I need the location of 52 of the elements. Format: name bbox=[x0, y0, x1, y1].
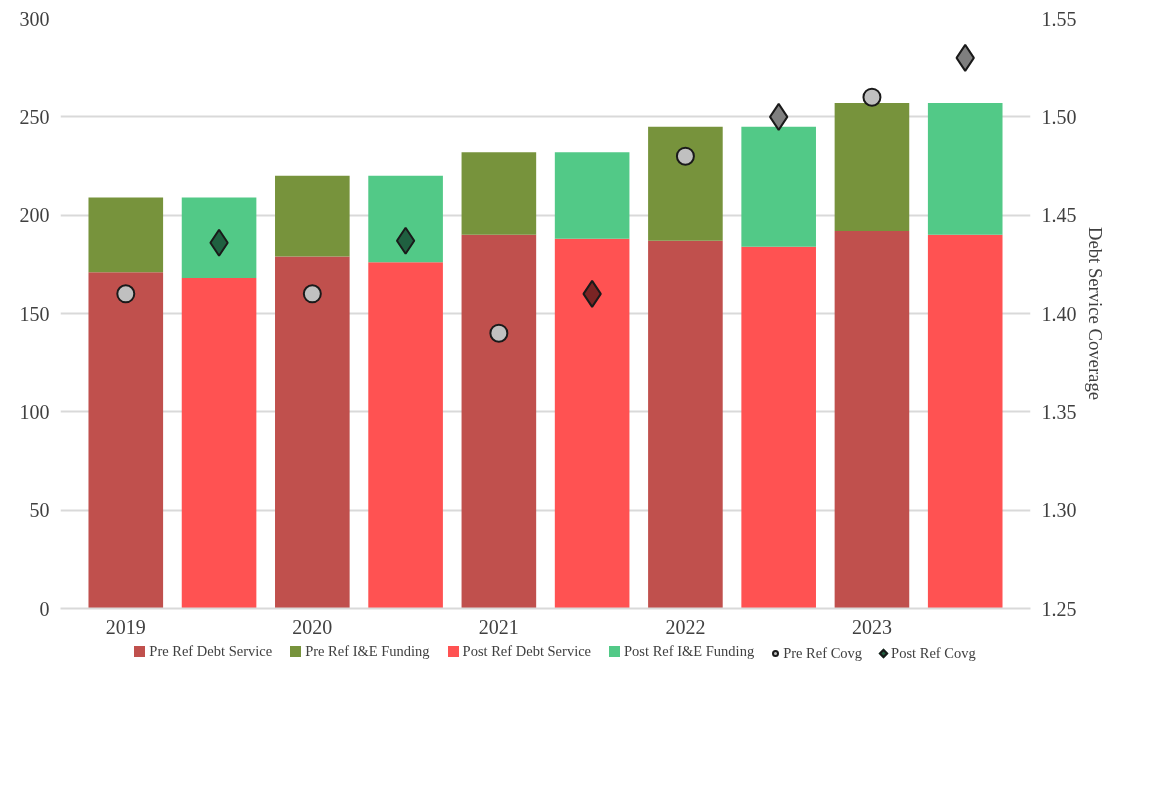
point bbox=[675, 146, 695, 166]
bar bbox=[88, 197, 164, 273]
legend-label: Pre Ref I&E Funding bbox=[304, 642, 430, 661]
bar bbox=[834, 103, 910, 231]
bar bbox=[88, 272, 164, 609]
bar bbox=[554, 238, 630, 609]
point bbox=[302, 284, 322, 304]
legend-label: Post Ref Covg bbox=[890, 644, 976, 663]
bar bbox=[275, 175, 350, 257]
y-tick-label: 250 bbox=[19, 105, 50, 128]
x-tick-label: 2021 bbox=[478, 615, 519, 638]
point bbox=[395, 226, 416, 255]
bar bbox=[554, 152, 630, 239]
y2-tick-label: 1.40 bbox=[1041, 302, 1077, 325]
y-tick-label: 300 bbox=[19, 7, 50, 30]
x-tick-label: 2020 bbox=[292, 615, 333, 638]
y-tick-label: 200 bbox=[19, 204, 50, 227]
x-tick-label: 2023 bbox=[851, 615, 892, 638]
legend-label: Post Ref Debt Service bbox=[461, 642, 592, 661]
point bbox=[862, 87, 882, 107]
y2-tick-label: 1.55 bbox=[1041, 7, 1077, 30]
bar bbox=[834, 230, 910, 609]
y2-tick-label: 1.25 bbox=[1041, 597, 1077, 620]
y2-tick-label: 1.50 bbox=[1041, 105, 1077, 128]
y2-axis-title: Debt Service Coverage bbox=[1084, 226, 1106, 401]
y-tick-label: 0 bbox=[39, 597, 50, 620]
bar bbox=[368, 262, 443, 609]
bar bbox=[181, 197, 257, 279]
y-tick-label: 50 bbox=[29, 499, 50, 522]
x-tick-label: 2022 bbox=[665, 615, 706, 638]
point bbox=[116, 284, 136, 304]
bar bbox=[368, 175, 443, 263]
y2-tick-label: 1.35 bbox=[1041, 400, 1077, 423]
bar bbox=[461, 152, 537, 235]
y-tick-label: 100 bbox=[19, 400, 50, 423]
bar bbox=[741, 246, 816, 609]
bar bbox=[275, 256, 350, 609]
bar bbox=[927, 103, 1003, 235]
point bbox=[489, 323, 509, 343]
legend-label: Post Ref I&E Funding bbox=[623, 642, 755, 661]
y2-tick-label: 1.30 bbox=[1041, 499, 1077, 522]
y-tick-label: 150 bbox=[19, 302, 50, 325]
bar bbox=[648, 240, 723, 609]
y2-tick-label: 1.45 bbox=[1041, 204, 1077, 227]
bar bbox=[461, 234, 537, 609]
x-tick-label: 2019 bbox=[105, 615, 146, 638]
bar bbox=[181, 278, 257, 609]
bar bbox=[741, 126, 816, 247]
legend-label: Pre Ref Covg bbox=[782, 644, 863, 663]
bar bbox=[927, 234, 1003, 609]
bar bbox=[648, 126, 723, 241]
legend-label: Pre Ref Debt Service bbox=[148, 642, 273, 661]
